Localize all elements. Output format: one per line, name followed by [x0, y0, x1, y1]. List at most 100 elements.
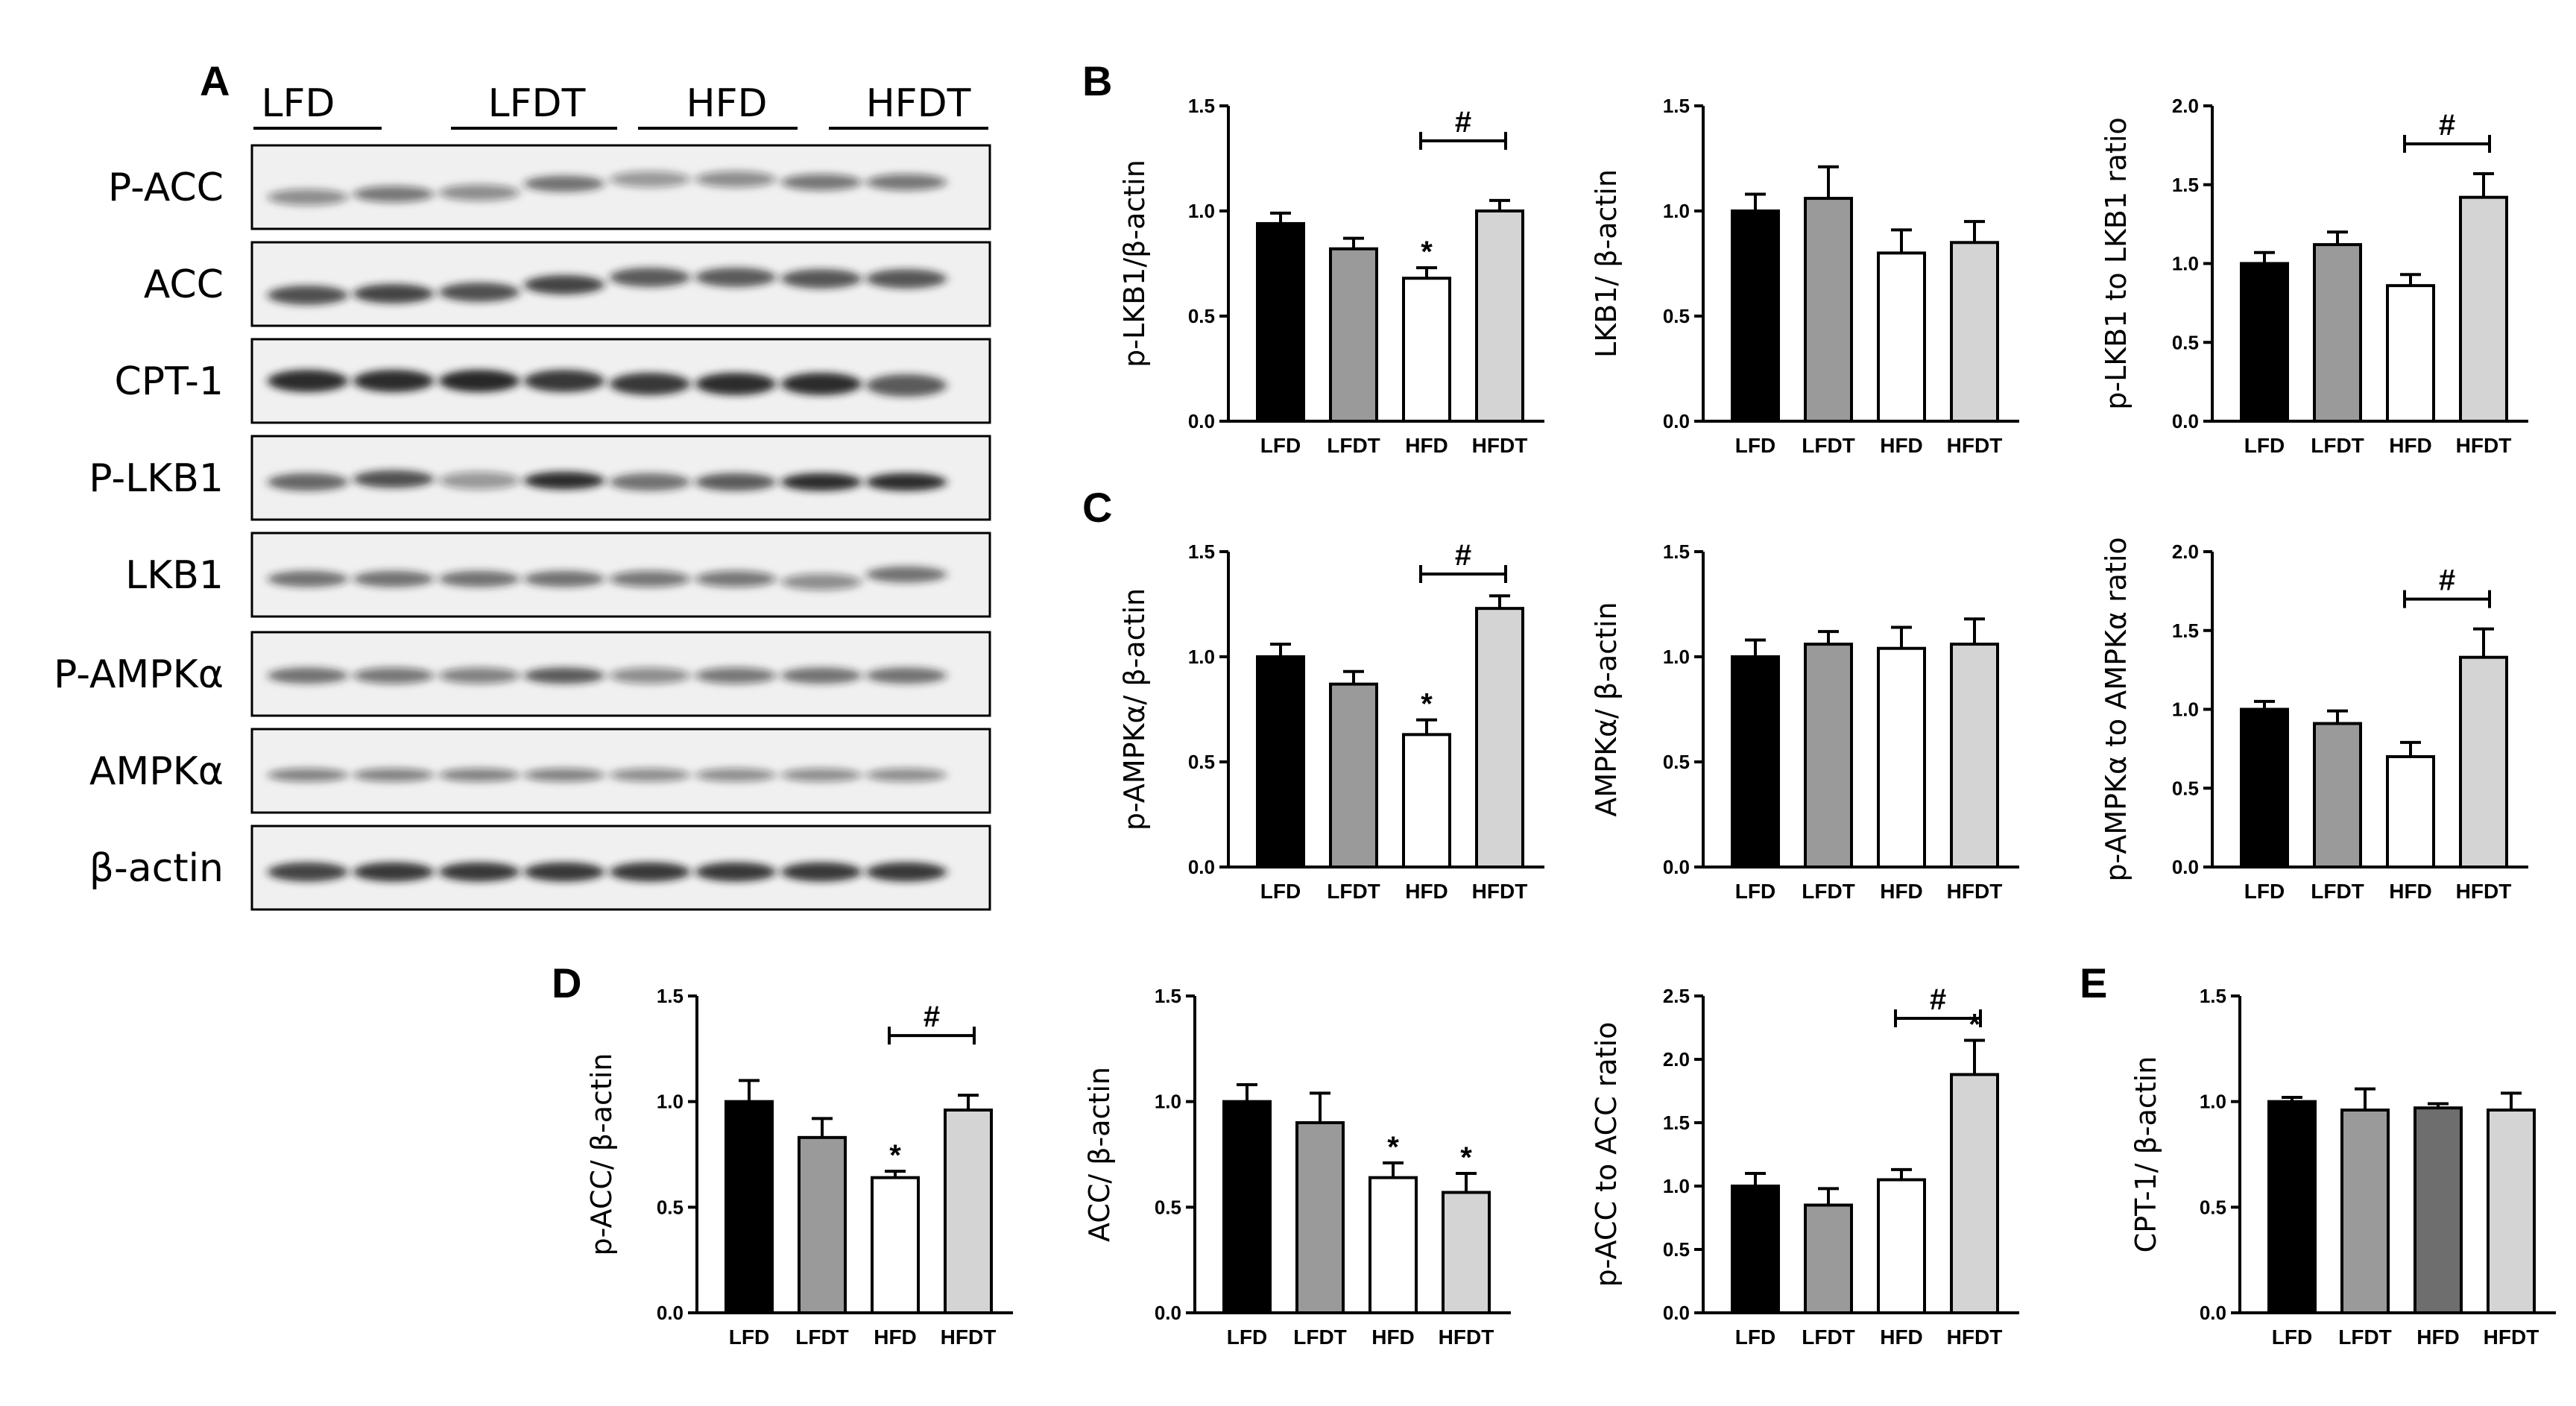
y-tick-label: 0.5	[1663, 1238, 1690, 1261]
y-tick-label: 1.5	[657, 985, 684, 1007]
bar-hfdt	[2459, 655, 2508, 869]
blot-band	[610, 768, 690, 782]
bar-chart-6: 0.0 0.5 1.0 1.5 2.0 p-AMPKα to AMPKα ratio LFD…	[2100, 537, 2528, 903]
x-tick-label-hfd: HFD	[1880, 880, 1923, 903]
bar-hfd	[2386, 754, 2435, 869]
y-tick-label: 0.0	[1155, 1302, 1181, 1324]
blot-band	[610, 373, 690, 395]
blot-band	[439, 570, 520, 587]
x-tick-label-lfdt: LFDT	[1293, 1325, 1347, 1349]
panel-letter-c: C	[1082, 484, 1112, 531]
y-tick-label: 1.5	[1663, 540, 1690, 563]
bar-lfdt	[1804, 1203, 1853, 1314]
bar-lfdt	[798, 1135, 847, 1315]
blot-band	[866, 374, 947, 397]
blot-band	[866, 174, 947, 191]
bar-hfd	[2414, 1106, 2463, 1314]
y-tick-label: 2.0	[2172, 540, 2199, 563]
blot-band	[353, 186, 434, 203]
x-tick-label-hfd: HFD	[1880, 1325, 1923, 1349]
blot-group-hfdt: HFDT	[866, 81, 971, 126]
bar-hfd	[1368, 1176, 1418, 1314]
bar-hfdt	[1475, 209, 1524, 423]
bar-hfdt	[1950, 1073, 1999, 1315]
significance-star: *	[1387, 1131, 1399, 1164]
y-tick-label: 0.0	[2172, 856, 2199, 878]
y-tick-label: 0.5	[1188, 305, 1215, 327]
bar-hfd	[1402, 733, 1451, 869]
x-tick-label-hfd: HFD	[2416, 1325, 2460, 1349]
y-tick-label: 1.0	[1188, 200, 1215, 222]
bar-hfd	[1877, 646, 1926, 868]
y-tick-label: 2.5	[1663, 985, 1690, 1007]
significance-star: *	[1421, 236, 1433, 268]
blot-band	[866, 473, 947, 491]
y-tick-label: 0.0	[1663, 410, 1690, 432]
x-tick-label-lfdt: LFDT	[2311, 434, 2364, 457]
x-tick-label-lfd: LFD	[1735, 880, 1775, 903]
y-tick-label: 1.5	[1188, 95, 1215, 117]
blot-band	[695, 667, 776, 684]
x-tick-label-lfdt: LFDT	[2311, 880, 2364, 903]
blot-group-hfd: HFD	[686, 81, 767, 126]
y-tick-label: 0.5	[657, 1196, 684, 1218]
blot-band	[866, 862, 947, 882]
bar-hfd	[871, 1176, 920, 1314]
significance-hash: #	[924, 1000, 940, 1033]
blot-band	[781, 473, 862, 491]
blot-label-p-acc: P-ACC	[108, 165, 224, 210]
bar-chart-4: 0.0 0.5 1.0 1.5 p-AMPKα/ β-actin LFD LFDT * HFD H…	[1118, 539, 1544, 903]
bar-lfdt	[2313, 243, 2362, 423]
blot-band	[524, 471, 604, 490]
y-tick-label: 1.0	[2200, 1091, 2226, 1113]
blot-label-actin: β-actin	[89, 846, 224, 891]
bar-lfdt	[1329, 247, 1378, 423]
blot-band	[268, 667, 348, 684]
bar-lfd	[1731, 209, 1780, 423]
y-axis-label: p-ACC/ β-actin	[585, 1053, 618, 1256]
blot-band	[268, 862, 348, 882]
bar-hfd	[2386, 284, 2435, 423]
x-tick-label-lfdt: LFDT	[1802, 434, 1855, 457]
y-tick-label: 0.5	[1155, 1196, 1181, 1218]
significance-hash: #	[1455, 539, 1471, 572]
blot-band	[781, 573, 862, 590]
blot-band	[866, 566, 947, 583]
bar-hfdt	[1475, 607, 1524, 868]
bar-lfd	[1222, 1100, 1272, 1314]
blot-band	[524, 862, 604, 882]
bar-lfd	[2240, 707, 2289, 868]
blot-band	[695, 862, 776, 882]
bar-hfdt	[1442, 1191, 1491, 1314]
y-tick-label: 1.0	[657, 1091, 684, 1113]
bar-lfdt	[1804, 197, 1853, 423]
blot-strip-border	[250, 825, 991, 911]
panel-letter-e: E	[2080, 959, 2107, 1006]
y-tick-label: 0.5	[1663, 751, 1690, 773]
x-tick-label-hfdt: HFDT	[2484, 1325, 2539, 1349]
blot-strip-border	[250, 532, 991, 618]
blot-band	[524, 570, 604, 587]
y-tick-label: 0.5	[2200, 1196, 2226, 1218]
bar-chart-8: 0.0 0.5 1.0 1.5 ACC/ β-actin LFD LFDT * HFD * HFDT	[1083, 985, 1511, 1349]
x-tick-label-hfdt: HFDT	[1947, 1325, 2003, 1349]
blot-band	[695, 570, 776, 587]
y-tick-label: 1.0	[2172, 253, 2199, 275]
bar-lfd	[2240, 262, 2289, 423]
y-axis-label: p-LKB1/β-actin	[1118, 160, 1151, 368]
y-tick-label: 1.5	[2172, 174, 2199, 196]
blot-band	[268, 285, 348, 305]
y-axis-label: ACC/ β-actin	[1083, 1067, 1116, 1242]
y-axis-label: CPT-1/ β-actin	[2130, 1056, 2162, 1253]
y-tick-label: 1.0	[1663, 1175, 1690, 1197]
bar-chart-5: 0.0 0.5 1.0 1.5 AMPKα/ β-actin LFD LFDT HFD HFDT	[1590, 540, 2019, 903]
y-tick-label: 0.0	[2172, 410, 2199, 432]
x-tick-label-hfdt: HFDT	[1947, 880, 2003, 903]
blot-band	[695, 473, 776, 491]
blot-band	[695, 768, 776, 782]
x-tick-label-lfdt: LFDT	[1802, 880, 1855, 903]
bar-chart-1: 0.0 0.5 1.0 1.5 p-LKB1/β-actin LFD LFDT * HFD HFD…	[1118, 95, 1544, 457]
y-tick-label: 0.0	[657, 1302, 684, 1324]
blot-group-lfd: LFD	[262, 81, 335, 126]
blot-band	[610, 667, 690, 684]
